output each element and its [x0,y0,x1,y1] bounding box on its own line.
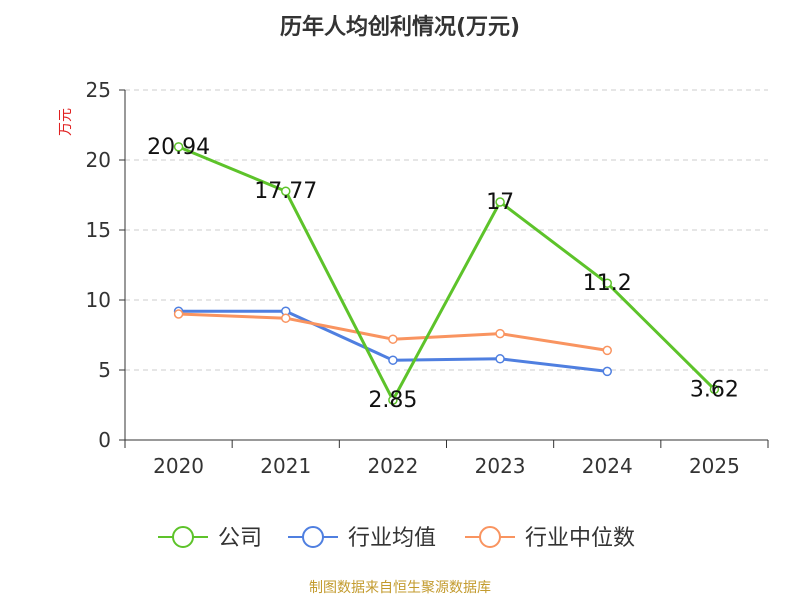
data-point [495,328,505,339]
data-point [173,142,184,152]
y-tick-label: 15 [86,218,111,242]
x-tick-label: 2020 [153,454,204,478]
x-tick-label: 2024 [582,454,633,478]
data-point [495,197,505,207]
y-axis-label: 万元 [58,108,74,136]
data-point [709,384,720,395]
data-label: 3.62 [690,377,739,402]
y-axis-ticks: 0 5 10 15 20 25 [86,78,125,452]
source-note: 制图数据来自恒生聚源数据库 [309,580,491,596]
x-tick-label: 2025 [689,454,740,478]
data-point [388,395,398,405]
legend-marker [302,526,324,548]
chart-title: 历年人均创利情况(万元) [280,14,520,40]
data-label: 11.2 [583,271,632,296]
x-tick-label: 2021 [260,454,311,478]
y-tick-label: 25 [86,78,111,102]
x-tick-label: 2022 [367,454,418,478]
data-label: 17.77 [254,179,317,204]
legend-item-行业均值[interactable]: 行业均值 [288,526,436,551]
y-tick-label: 20 [86,148,111,172]
data-label: 17 [486,190,514,215]
series-line-行业中位数 [178,312,608,352]
legend-item-行业中位数[interactable]: 行业中位数 [465,526,635,551]
y-tick-label: 0 [98,428,111,452]
series-line-公司 [178,145,716,402]
axes [124,90,768,441]
data-label: 20.94 [147,135,210,160]
data-labels: 20.94 17.77 2.85 17 11.2 3.62 [147,135,739,413]
legend-marker [479,526,501,548]
data-label: 2.85 [368,388,417,413]
data-point [281,313,291,323]
data-point [495,354,505,364]
x-tick-label: 2023 [475,454,526,478]
series-group [173,142,720,405]
data-point [388,334,398,344]
data-point [281,186,291,196]
data-point [388,355,398,365]
data-point [602,345,612,356]
legend-label: 公司 [218,526,262,551]
y-tick-label: 10 [86,288,111,312]
grid-lines [125,89,768,371]
legend-label: 行业中位数 [525,526,635,551]
legend-item-公司[interactable]: 公司 [158,526,262,551]
data-point [602,366,612,377]
x-axis-ticks: 2020 2021 2022 2023 2024 2025 [124,440,769,478]
legend-marker [172,526,194,548]
data-point [602,278,612,288]
legend-label: 行业均值 [348,526,436,551]
y-tick-label: 5 [98,358,111,382]
legend[interactable]: 公司 行业均值 行业中位数 [158,526,635,551]
data-point [173,309,184,319]
